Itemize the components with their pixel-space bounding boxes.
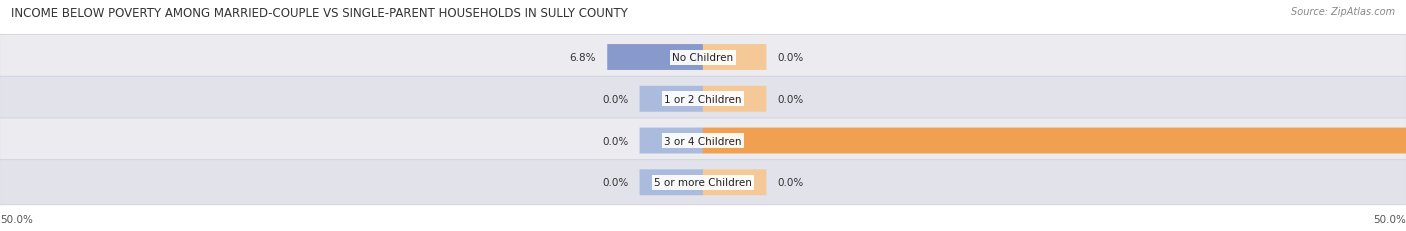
FancyBboxPatch shape xyxy=(703,86,766,112)
FancyBboxPatch shape xyxy=(0,119,1406,163)
FancyBboxPatch shape xyxy=(0,77,1406,122)
Text: 50.0%: 50.0% xyxy=(1374,215,1406,225)
Text: 0.0%: 0.0% xyxy=(602,94,628,104)
Text: 0.0%: 0.0% xyxy=(602,136,628,146)
Text: 0.0%: 0.0% xyxy=(778,177,804,188)
FancyBboxPatch shape xyxy=(607,45,703,71)
FancyBboxPatch shape xyxy=(0,160,1406,205)
FancyBboxPatch shape xyxy=(640,86,703,112)
Text: INCOME BELOW POVERTY AMONG MARRIED-COUPLE VS SINGLE-PARENT HOUSEHOLDS IN SULLY C: INCOME BELOW POVERTY AMONG MARRIED-COUPL… xyxy=(11,7,628,20)
Text: 3 or 4 Children: 3 or 4 Children xyxy=(664,136,742,146)
FancyBboxPatch shape xyxy=(703,45,766,71)
FancyBboxPatch shape xyxy=(703,170,766,195)
Text: Source: ZipAtlas.com: Source: ZipAtlas.com xyxy=(1291,7,1395,17)
Text: 6.8%: 6.8% xyxy=(569,53,596,63)
Text: 0.0%: 0.0% xyxy=(602,177,628,188)
Text: No Children: No Children xyxy=(672,53,734,63)
FancyBboxPatch shape xyxy=(0,35,1406,80)
FancyBboxPatch shape xyxy=(703,128,1406,154)
Text: 50.0%: 50.0% xyxy=(0,215,32,225)
Text: 0.0%: 0.0% xyxy=(778,94,804,104)
Text: 5 or more Children: 5 or more Children xyxy=(654,177,752,188)
Text: 1 or 2 Children: 1 or 2 Children xyxy=(664,94,742,104)
Text: 0.0%: 0.0% xyxy=(778,53,804,63)
FancyBboxPatch shape xyxy=(640,128,703,154)
FancyBboxPatch shape xyxy=(640,170,703,195)
